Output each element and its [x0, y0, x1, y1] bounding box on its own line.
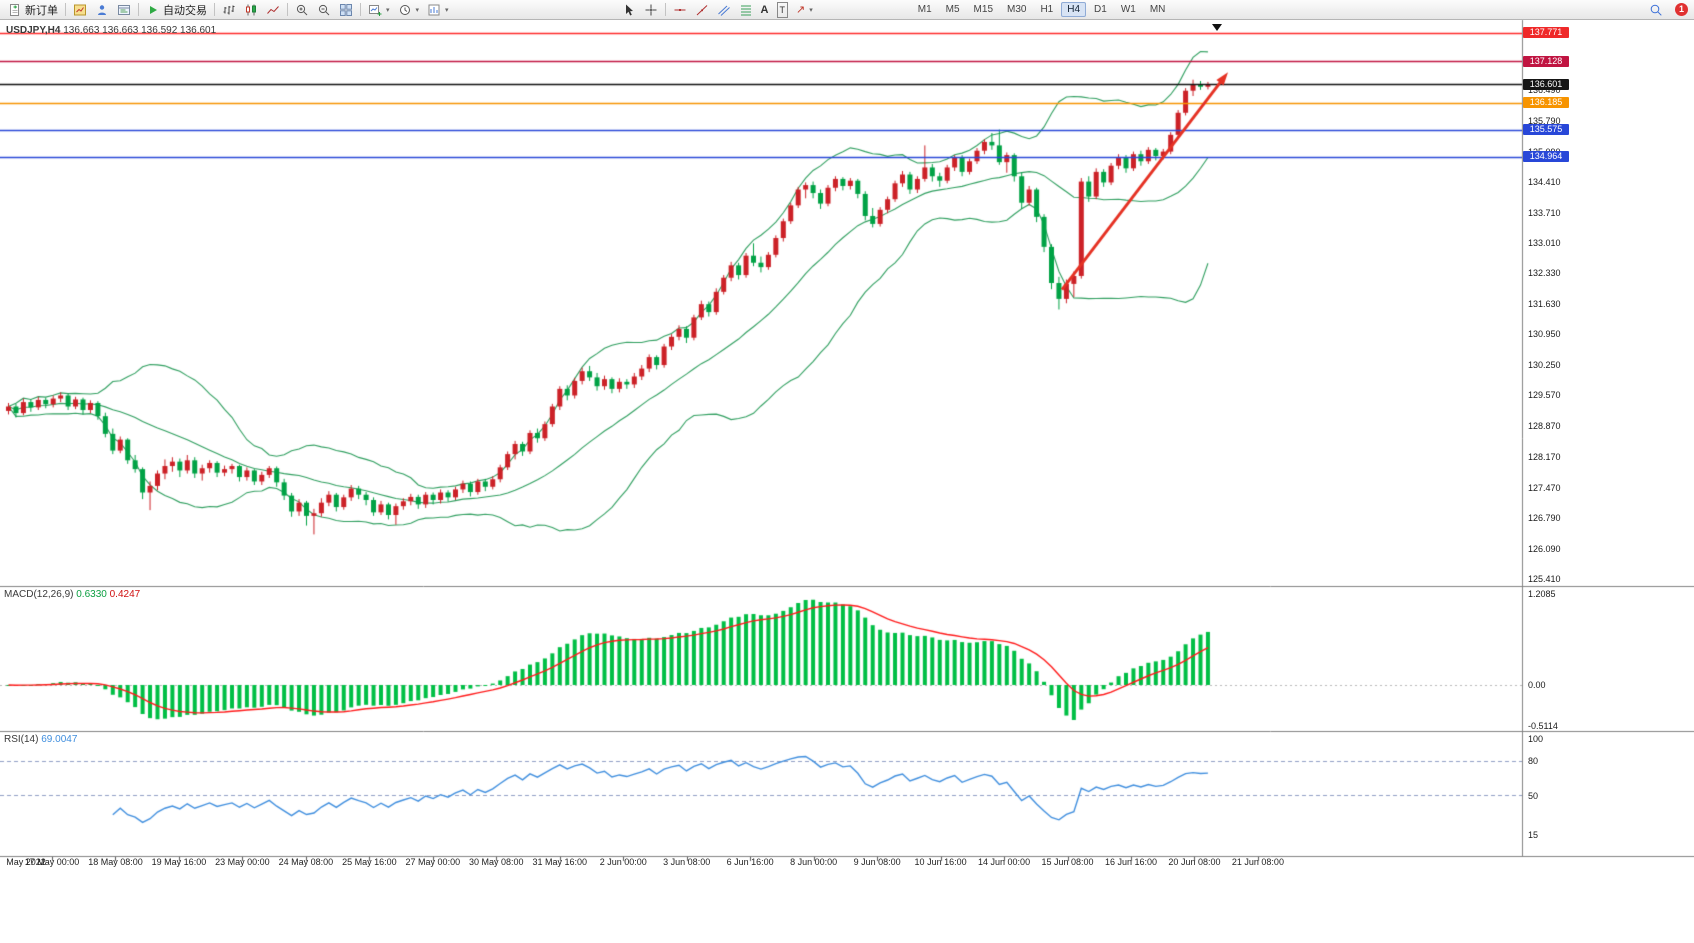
tile-windows-icon	[340, 3, 352, 16]
notification-badge[interactable]: 1	[1675, 3, 1688, 16]
trendline-button[interactable]	[691, 0, 713, 20]
equidistant-channel-icon	[717, 5, 730, 16]
terminal-button[interactable]	[113, 0, 135, 20]
line-chart-button[interactable]	[262, 0, 284, 20]
separator	[214, 3, 215, 16]
candlestick-icon	[246, 4, 256, 15]
zoom-in-button[interactable]	[291, 0, 313, 20]
zoom-out-button[interactable]	[313, 0, 335, 20]
auto-trading-icon	[150, 5, 157, 14]
zoom-out-icon	[318, 4, 330, 15]
cursor-icon	[625, 4, 633, 15]
navigator-icon	[98, 4, 106, 15]
line-chart-icon	[267, 5, 279, 14]
terminal-icon	[118, 4, 130, 15]
bar-chart-button[interactable]	[218, 0, 240, 20]
zoom-in-icon	[296, 4, 308, 15]
timeframe-H1[interactable]: H1	[1040, 4, 1054, 15]
candlestick-button[interactable]	[240, 0, 262, 20]
new-order-button[interactable]: 新订单	[4, 0, 62, 20]
timeframe-M30[interactable]: M30	[1007, 4, 1027, 15]
auto-trading-button[interactable]: 自动交易	[142, 0, 211, 20]
new-chart-icon	[369, 4, 382, 16]
horizontal-line-icon	[674, 8, 686, 11]
timeframe-group: M1 M5 M15 M30 H1 H4 D1 W1 MN	[912, 2, 1172, 17]
search-icon	[1650, 4, 1662, 16]
timeframe-MN[interactable]: MN	[1149, 4, 1166, 15]
separator	[360, 3, 361, 16]
cursor-button[interactable]	[618, 0, 640, 20]
text-label-icon: T	[776, 1, 788, 18]
separator	[65, 3, 66, 16]
crosshair-icon	[645, 4, 657, 15]
separator	[664, 3, 666, 16]
arrows-button[interactable]: ↗ ▾	[792, 0, 817, 20]
templates-button[interactable]: ▾	[423, 0, 453, 20]
chevron-down-icon: ▾	[809, 6, 813, 14]
separator	[287, 3, 288, 16]
timeframe-D1[interactable]: D1	[1094, 4, 1107, 15]
chevron-down-icon: ▾	[415, 6, 420, 14]
auto-trading-label: 自动交易	[163, 4, 207, 17]
toolbar: 新订单 自动交易 ▾ ▾ ▾	[0, 0, 1694, 20]
text-icon: A	[760, 3, 769, 16]
periods-button[interactable]: ▾	[394, 0, 424, 20]
new-chart-button[interactable]: ▾	[364, 0, 394, 20]
horizontal-line-button[interactable]	[669, 0, 691, 20]
separator	[138, 3, 139, 16]
chevron-down-icon: ▾	[445, 6, 449, 14]
chevron-down-icon: ▾	[386, 6, 390, 14]
bar-chart-icon	[223, 5, 235, 14]
fibonacci-icon	[740, 5, 751, 15]
timeframe-W1[interactable]: W1	[1120, 4, 1136, 15]
template-icon	[428, 4, 440, 15]
clock-icon	[399, 4, 410, 15]
tile-windows-button[interactable]	[335, 0, 357, 20]
text-button[interactable]: A	[757, 0, 773, 20]
market-watch-icon	[74, 4, 86, 15]
timeframe-M15[interactable]: M15	[973, 4, 993, 15]
fibonacci-button[interactable]	[735, 0, 757, 20]
text-label-button[interactable]: T	[773, 0, 793, 20]
channel-button[interactable]	[713, 0, 735, 20]
new-order-label: 新订单	[25, 4, 58, 17]
timeframe-M1[interactable]: M1	[917, 4, 932, 15]
search-button[interactable]	[1645, 0, 1667, 20]
trendline-icon	[696, 4, 707, 15]
navigator-button[interactable]	[91, 0, 113, 20]
timeframe-M5[interactable]: M5	[945, 4, 960, 15]
new-order-icon	[10, 3, 19, 16]
timeframe-H4[interactable]: H4	[1061, 2, 1087, 17]
market-watch-button[interactable]	[69, 0, 91, 20]
crosshair-button[interactable]	[640, 0, 662, 20]
arrow-object-icon: ↗	[796, 3, 806, 16]
